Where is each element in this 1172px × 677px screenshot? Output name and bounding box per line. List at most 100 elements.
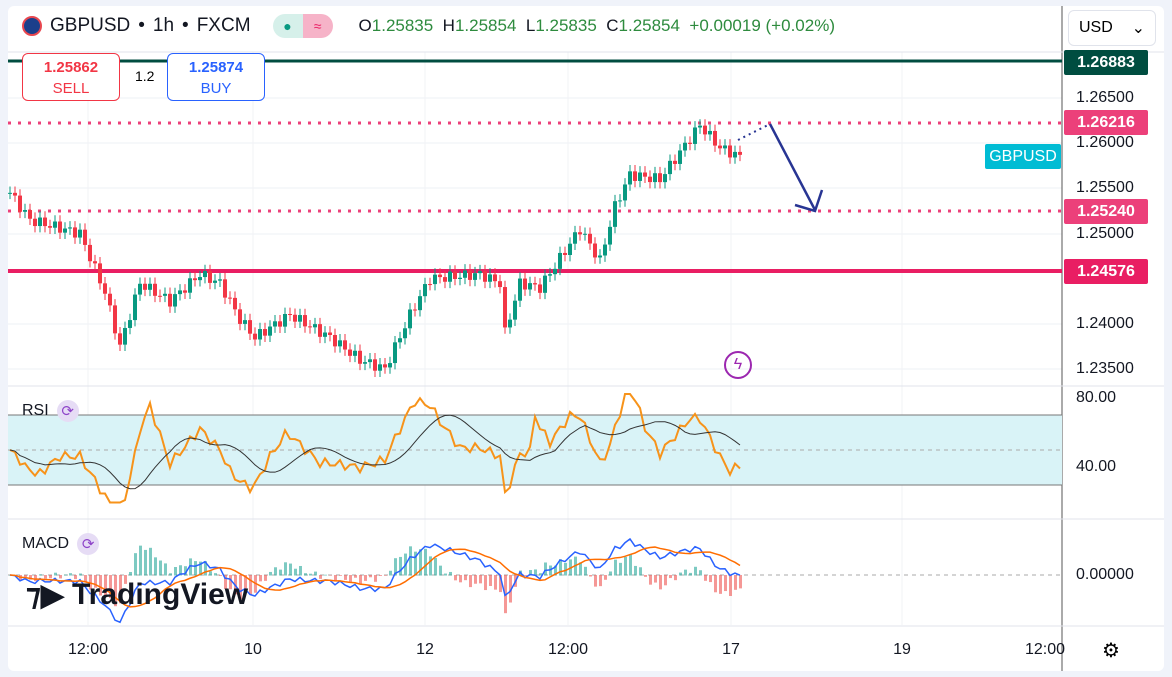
macd-histogram-bar <box>429 556 432 576</box>
candle-body <box>613 201 617 227</box>
candle-body <box>63 228 67 233</box>
macd-histogram-bar <box>494 575 497 590</box>
interval[interactable]: 1h <box>152 15 175 36</box>
candle-body <box>343 340 347 350</box>
macd-histogram-bar <box>649 575 652 585</box>
candle-body <box>683 142 687 151</box>
macd-histogram-bar <box>684 569 687 576</box>
candle-body <box>618 200 622 202</box>
macd-histogram-bar <box>144 549 147 576</box>
candle-body <box>368 359 372 363</box>
macd-histogram-bar <box>544 562 547 576</box>
candle-body <box>53 221 57 228</box>
price-tag-resistance-2: 1.25240 <box>1064 199 1148 224</box>
macd-histogram-bar <box>639 567 642 576</box>
candle-body <box>458 277 462 279</box>
candle-body <box>723 145 727 149</box>
candle-body <box>503 287 507 328</box>
macd-histogram-bar <box>559 559 562 576</box>
macd-histogram-bar <box>344 575 347 580</box>
candle-body <box>43 217 47 227</box>
candle-body <box>378 364 382 371</box>
macd-histogram-bar <box>459 575 462 583</box>
candle-body <box>703 125 707 135</box>
candle-body <box>58 221 62 233</box>
macd-histogram-bar <box>304 573 307 576</box>
market-status-pill[interactable]: ● ≈ <box>272 14 333 38</box>
macd-histogram-bar <box>644 575 647 577</box>
macd-histogram-bar <box>729 575 732 597</box>
macd-histogram-bar <box>269 571 272 576</box>
macd-histogram-bar <box>154 557 157 576</box>
macd-histogram-bar <box>59 575 62 579</box>
candle-body <box>598 255 602 258</box>
macd-histogram-bar <box>174 567 177 576</box>
macd-histogram-bar <box>149 547 152 576</box>
macd-histogram-bar <box>49 575 52 579</box>
macd-histogram-bar <box>614 559 617 576</box>
candle-body <box>173 294 177 307</box>
refresh-icon[interactable]: ⟳ <box>56 400 79 422</box>
candle-body <box>668 160 672 175</box>
macd-histogram-bar <box>169 573 172 576</box>
macd-histogram-bar <box>129 571 132 576</box>
macd-histogram-bar <box>279 569 282 576</box>
macd-histogram-bar <box>414 551 417 576</box>
macd-histogram-bar <box>604 575 607 580</box>
buy-button[interactable]: 1.25874 BUY <box>167 53 265 101</box>
macd-histogram-bar <box>309 573 312 576</box>
candle-body <box>273 321 277 327</box>
settings-icon[interactable]: ⚙ <box>1102 640 1120 662</box>
macd-histogram-bar <box>454 575 457 581</box>
macd-histogram-bar <box>349 575 352 583</box>
symbol-header: GBPUSD • 1h • FXCM ● ≈ O1.25835 H1.25854 L1… <box>22 14 835 38</box>
macd-histogram-bar <box>469 575 472 588</box>
symbol-name[interactable]: GBPUSD <box>50 15 131 36</box>
candle-body <box>23 210 27 212</box>
macd-histogram-bar <box>114 575 117 607</box>
macd-histogram-bar <box>164 563 167 576</box>
macd-histogram-bar <box>654 575 657 583</box>
macd-histogram-bar <box>44 575 47 579</box>
candle-body <box>393 342 397 364</box>
candle-body <box>463 270 467 278</box>
macd-histogram-bar <box>194 561 197 576</box>
candle-body <box>588 233 592 244</box>
candle-body <box>83 229 87 245</box>
candle-body <box>218 279 222 281</box>
candle-body <box>168 293 172 307</box>
candle-body <box>448 271 452 282</box>
candle-body <box>203 271 207 278</box>
candle-body <box>408 309 412 329</box>
refresh-icon[interactable]: ⟳ <box>77 533 100 555</box>
candle-body <box>253 333 257 340</box>
macd-histogram-bar <box>24 575 27 578</box>
lightning-icon[interactable]: ϟ <box>724 351 752 379</box>
candle-body <box>188 278 192 293</box>
currency-select[interactable]: USD ⌄ <box>1068 10 1156 46</box>
macd-histogram-bar <box>39 574 42 576</box>
candle-body <box>418 296 422 311</box>
candle-body <box>643 172 647 177</box>
macd-histogram-bar <box>104 575 107 597</box>
macd-histogram-bar <box>589 575 592 577</box>
macd-histogram-bar <box>634 565 637 576</box>
candle-body <box>73 227 77 238</box>
candle-body <box>593 243 597 258</box>
macd-histogram-bar <box>139 545 142 576</box>
candle-body <box>608 226 612 245</box>
macd-histogram-bar <box>609 571 612 576</box>
exchange: FXCM <box>196 15 251 36</box>
macd-histogram-bar <box>434 557 437 576</box>
tradingview-logo: ⁊▶ TradingView <box>26 578 249 612</box>
macd-histogram-bar <box>364 575 367 581</box>
candle-body <box>103 283 107 294</box>
sell-button[interactable]: 1.25862 SELL <box>22 53 120 101</box>
candle-body <box>128 320 132 328</box>
candle-body <box>493 274 497 282</box>
macd-histogram-bar <box>424 548 427 576</box>
candle-body <box>623 184 627 201</box>
macd-histogram-bar <box>299 565 302 576</box>
candle-body <box>138 283 142 295</box>
